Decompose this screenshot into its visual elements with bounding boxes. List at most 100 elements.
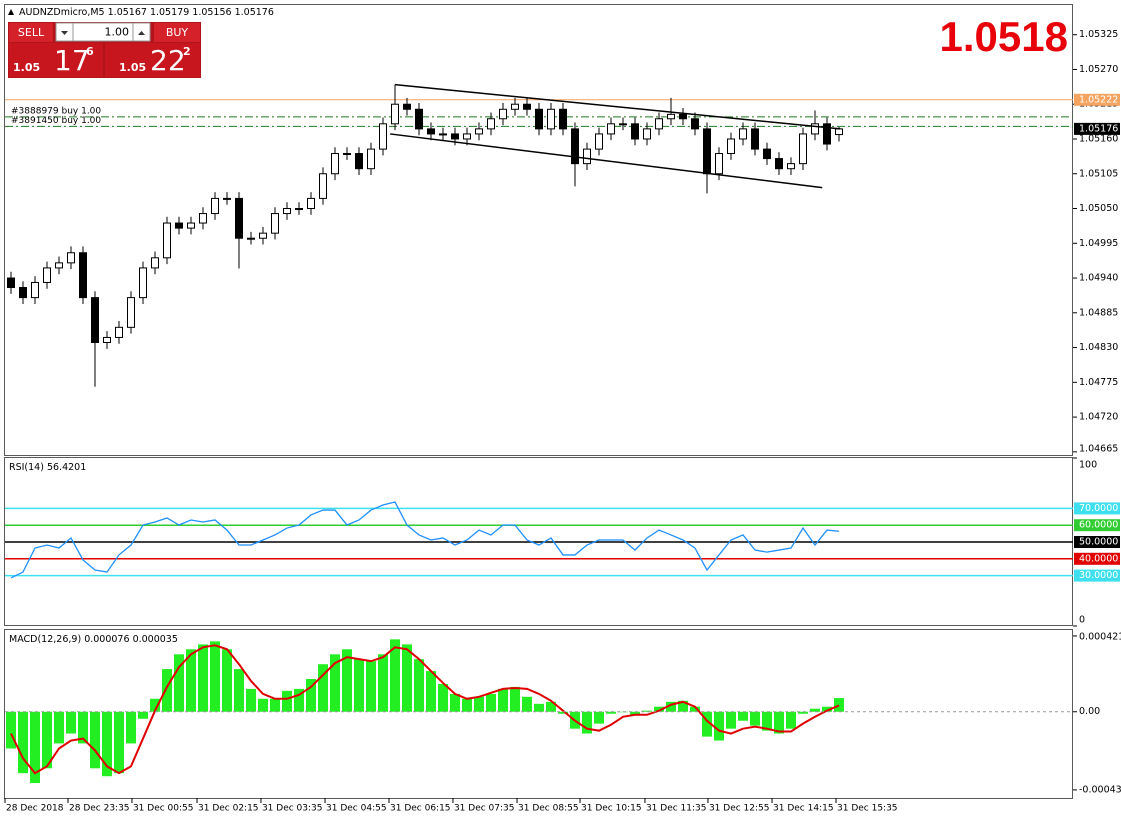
candle-body [643, 128, 651, 140]
bar-low: 1.05156 [192, 7, 231, 18]
y-tick-label: 1.04720 [1079, 412, 1118, 423]
buy-label[interactable]: BUY [166, 26, 189, 39]
pane-title: RSI(14) 56.4201 [9, 462, 86, 473]
candle-body [103, 336, 111, 343]
candle-body [823, 123, 831, 145]
candle-body [631, 123, 639, 140]
x-tick-label: 31 Dec 00:55 [133, 804, 194, 814]
histogram-bar [270, 698, 280, 712]
y-tick-label: 1.05270 [1079, 64, 1118, 75]
candle-body [415, 108, 423, 130]
histogram-bar [306, 678, 316, 712]
histogram-bar [42, 711, 52, 769]
one-click-panel: SELL 1.00 BUY 1.05 17 6 1.05 22 2 [8, 22, 201, 78]
histogram-bar [510, 686, 520, 712]
histogram-bar [498, 688, 508, 712]
histogram-bar [30, 711, 40, 784]
level-label-box [1074, 536, 1120, 548]
histogram-bar [462, 698, 472, 712]
y-tick-label: 1.05325 [1079, 29, 1118, 40]
current-price-box [1074, 122, 1120, 135]
y-tick-label: 1.04885 [1079, 307, 1118, 318]
candle-body [715, 153, 723, 175]
big-price: 1.0518 [940, 13, 1068, 60]
candle-body [619, 123, 627, 126]
histogram-bar [738, 711, 748, 721]
collapse-icon[interactable] [8, 9, 14, 15]
histogram-bar [294, 688, 304, 712]
sell-button[interactable] [9, 23, 53, 42]
histogram-bar [318, 664, 328, 712]
x-tick-label: 31 Dec 11:35 [646, 804, 707, 814]
histogram-bar [234, 669, 244, 712]
indicator-value: 0.000035 [133, 634, 178, 645]
candle-body [595, 133, 603, 150]
chart-header: AUDNZDmicro,M5 1.05167 1.05179 1.05156 1… [19, 7, 274, 18]
histogram-bar [54, 711, 64, 744]
candle-body [739, 128, 747, 140]
level-label: 30.0000 [1079, 570, 1118, 581]
x-tick-label: 31 Dec 10:15 [581, 804, 642, 814]
sell-label[interactable]: SELL [18, 26, 45, 39]
histogram-bar [486, 693, 496, 712]
candle-body [751, 128, 759, 150]
candle-body [811, 123, 819, 135]
level-label-box [1074, 519, 1120, 532]
x-tick-label: 31 Dec 08:55 [518, 804, 579, 814]
candle-body [151, 257, 159, 269]
histogram-bar [114, 711, 124, 774]
price-pane [4, 4, 1073, 456]
candle-body [535, 108, 543, 130]
buy-price-small: 2 [183, 45, 191, 58]
indicator-value: 56.4201 [47, 462, 86, 473]
buy-price-big: 22 [150, 44, 186, 77]
current-price-label: 1.05176 [1079, 123, 1118, 134]
candle-body [367, 148, 375, 170]
candle-body [139, 267, 147, 299]
histogram-bar [174, 654, 184, 712]
lot-value[interactable]: 1.00 [105, 26, 130, 39]
candle-body [319, 173, 327, 199]
candle-body [403, 103, 411, 110]
y-tick-label: 0 [1079, 615, 1085, 626]
y-tick-label: 1.04995 [1079, 238, 1118, 249]
x-tick-label: 31 Dec 02:15 [198, 804, 259, 814]
candle-body [655, 118, 663, 130]
candle-body [799, 133, 807, 165]
histogram-bar [342, 649, 352, 712]
histogram-bar [126, 711, 136, 744]
buy-price-box[interactable] [105, 43, 200, 77]
candle-body [355, 153, 363, 170]
sell-price-box[interactable] [9, 43, 103, 77]
candle-body [307, 197, 315, 210]
x-tick-label: 31 Dec 03:35 [262, 804, 323, 814]
candle-body [463, 133, 471, 140]
histogram-bar [18, 711, 28, 774]
candle-body [475, 128, 483, 135]
trendline [394, 83, 841, 130]
candle-body [835, 128, 843, 136]
overlay: AUDNZDmicro,M5 1.05167 1.05179 1.05156 1… [8, 7, 1068, 78]
candle-body [391, 103, 399, 125]
histogram-bar [774, 711, 784, 734]
sell-price-small: 6 [86, 45, 94, 58]
candle-body [259, 232, 267, 239]
candle-body [379, 123, 387, 150]
histogram-bar [642, 710, 652, 712]
level-label: 50.0000 [1079, 537, 1118, 548]
histogram-bar [138, 711, 148, 719]
candle-body [487, 118, 495, 130]
candle-body [7, 277, 15, 289]
candle-body [247, 237, 255, 240]
price-series: 1.053251.052701.052151.051601.051051.050… [4, 29, 1121, 814]
buy-button[interactable] [154, 23, 200, 42]
histogram-bar [222, 649, 232, 712]
indicator-name: MACD(12,26,9) [9, 634, 81, 645]
y-tick-label: 1.04665 [1079, 444, 1118, 455]
x-tick-label: 28 Dec 23:35 [69, 804, 130, 814]
histogram-bar [474, 696, 484, 712]
histogram-bar [6, 711, 16, 749]
histogram-bar [786, 711, 796, 729]
indicator-value: 0.000076 [84, 634, 129, 645]
candle-body [43, 267, 51, 283]
